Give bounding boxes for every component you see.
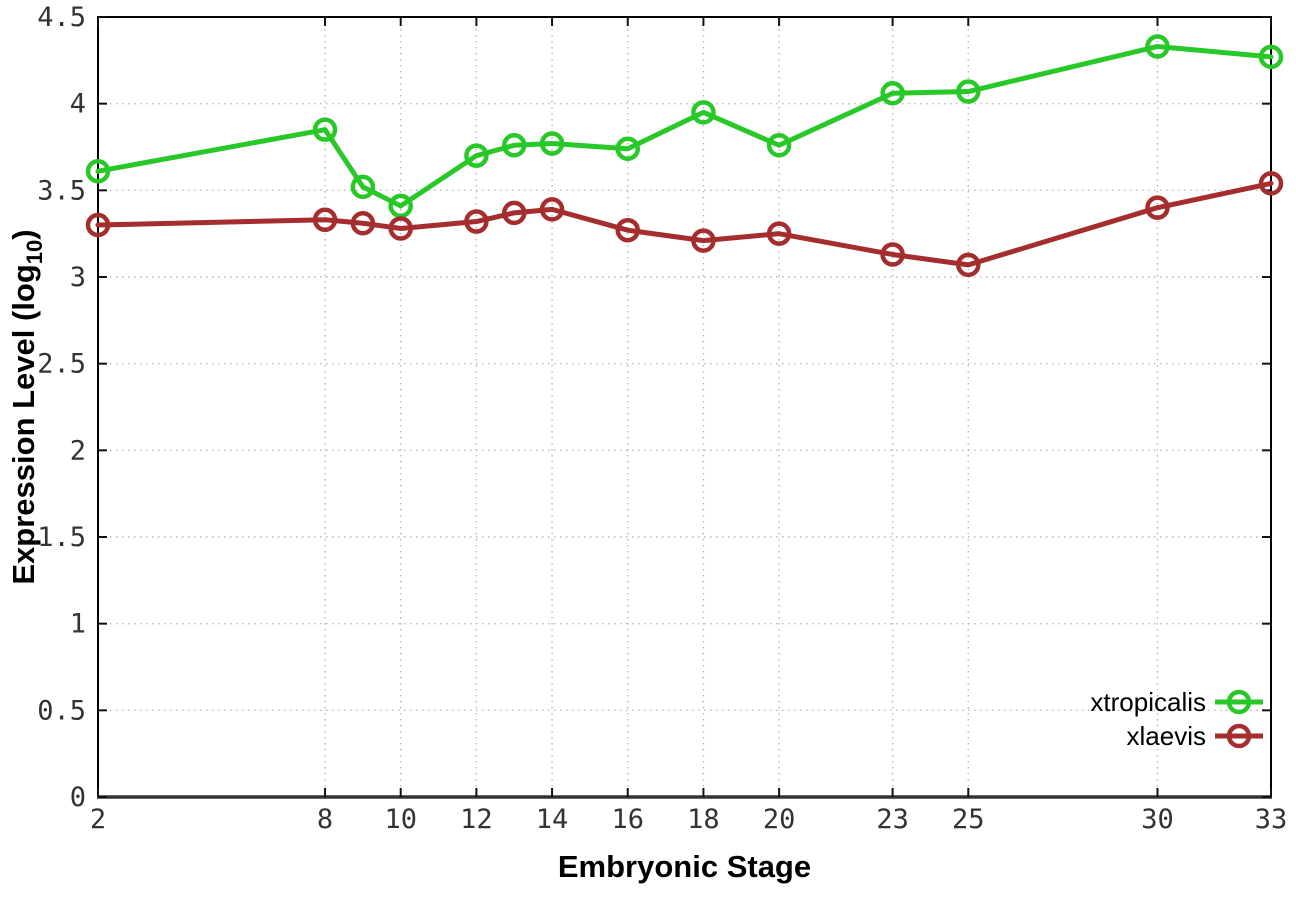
data-point-xtropicalis bbox=[312, 117, 338, 142]
data-point-xlaevis bbox=[766, 221, 792, 246]
y-tick-label: 4.5 bbox=[37, 2, 86, 33]
data-point-xtropicalis bbox=[1258, 44, 1284, 70]
ticks bbox=[97, 16, 1272, 798]
series-line-xlaevis bbox=[95, 180, 1274, 268]
data-point-xtropicalis bbox=[766, 133, 792, 158]
x-tick-label: 18 bbox=[687, 804, 720, 835]
data-point-xlaevis bbox=[501, 200, 527, 226]
data-point-xtropicalis bbox=[691, 100, 716, 125]
y-axis-title: Expression Level (log10) bbox=[6, 229, 47, 584]
y-tick-label: 4 bbox=[70, 89, 86, 120]
x-tick-label: 20 bbox=[763, 804, 796, 835]
data-point-xtropicalis bbox=[1145, 34, 1170, 59]
legend-label: xtropicalis bbox=[1090, 687, 1206, 717]
data-point-xlaevis bbox=[1145, 195, 1170, 220]
series-line-xtropicalis bbox=[95, 43, 1274, 209]
x-tick-label: 23 bbox=[876, 804, 909, 835]
data-point-xlaevis bbox=[880, 242, 905, 267]
legend-marker-circle bbox=[1226, 689, 1252, 715]
y-tick-label: 2 bbox=[70, 435, 86, 466]
x-tick-label: 10 bbox=[384, 804, 417, 835]
data-point-xtropicalis bbox=[539, 131, 565, 156]
x-tick-label: 12 bbox=[460, 804, 493, 835]
x-tick-label: 2 bbox=[90, 804, 106, 835]
legend-marker-circle bbox=[1226, 723, 1252, 749]
x-tick-label: 14 bbox=[536, 804, 569, 835]
data-point-xlaevis bbox=[956, 252, 981, 278]
y-tick-label: 0 bbox=[70, 782, 86, 813]
data-point-xtropicalis bbox=[615, 136, 640, 161]
x-tick-label: 25 bbox=[952, 804, 985, 835]
legend-entry-xtropicalis: xtropicalis bbox=[1090, 687, 1263, 717]
tick-labels: 2 8 10 12 14 16 18 20 23 25 30 33 0 0.5 1 1.5 2 2.5 3 3.5 4 4… bbox=[37, 2, 1287, 835]
x-tick-label: 16 bbox=[611, 804, 644, 835]
y-tick-label: 3.5 bbox=[37, 175, 86, 206]
y-tick-label: 0.5 bbox=[37, 695, 86, 726]
data-point-xlaevis bbox=[691, 228, 716, 253]
data-point-xlaevis bbox=[615, 217, 640, 243]
y-tick-label: 1.5 bbox=[37, 522, 86, 553]
legend: xtropicalis xlaevis bbox=[1090, 687, 1263, 751]
data-point-xtropicalis bbox=[350, 174, 376, 200]
data-point-xtropicalis bbox=[501, 133, 527, 158]
data-point-xlaevis bbox=[85, 212, 111, 238]
data-point-xtropicalis bbox=[880, 81, 905, 106]
legend-label: xlaevis bbox=[1127, 721, 1206, 751]
data-point-xlaevis bbox=[539, 197, 565, 222]
x-tick-label: 30 bbox=[1141, 804, 1174, 835]
data-point-xtropicalis bbox=[464, 143, 489, 168]
y-tick-label: 2.5 bbox=[37, 349, 86, 380]
y-tick-label: 3 bbox=[70, 262, 86, 293]
data-point-xlaevis bbox=[388, 216, 413, 241]
data-point-xtropicalis bbox=[85, 159, 111, 184]
data-point-xlaevis bbox=[350, 211, 376, 236]
x-axis-title: Embryonic Stage bbox=[558, 849, 811, 884]
x-tick-label: 33 bbox=[1255, 804, 1288, 835]
data-point-xlaevis bbox=[1258, 171, 1284, 196]
y-tick-label: 1 bbox=[70, 609, 86, 640]
data-point-xtropicalis bbox=[956, 79, 981, 104]
data-point-xtropicalis bbox=[388, 193, 413, 219]
legend-entry-xlaevis: xlaevis bbox=[1127, 721, 1263, 751]
data-point-xlaevis bbox=[312, 207, 338, 233]
x-tick-label: 8 bbox=[317, 804, 333, 835]
data-point-xlaevis bbox=[464, 209, 489, 234]
